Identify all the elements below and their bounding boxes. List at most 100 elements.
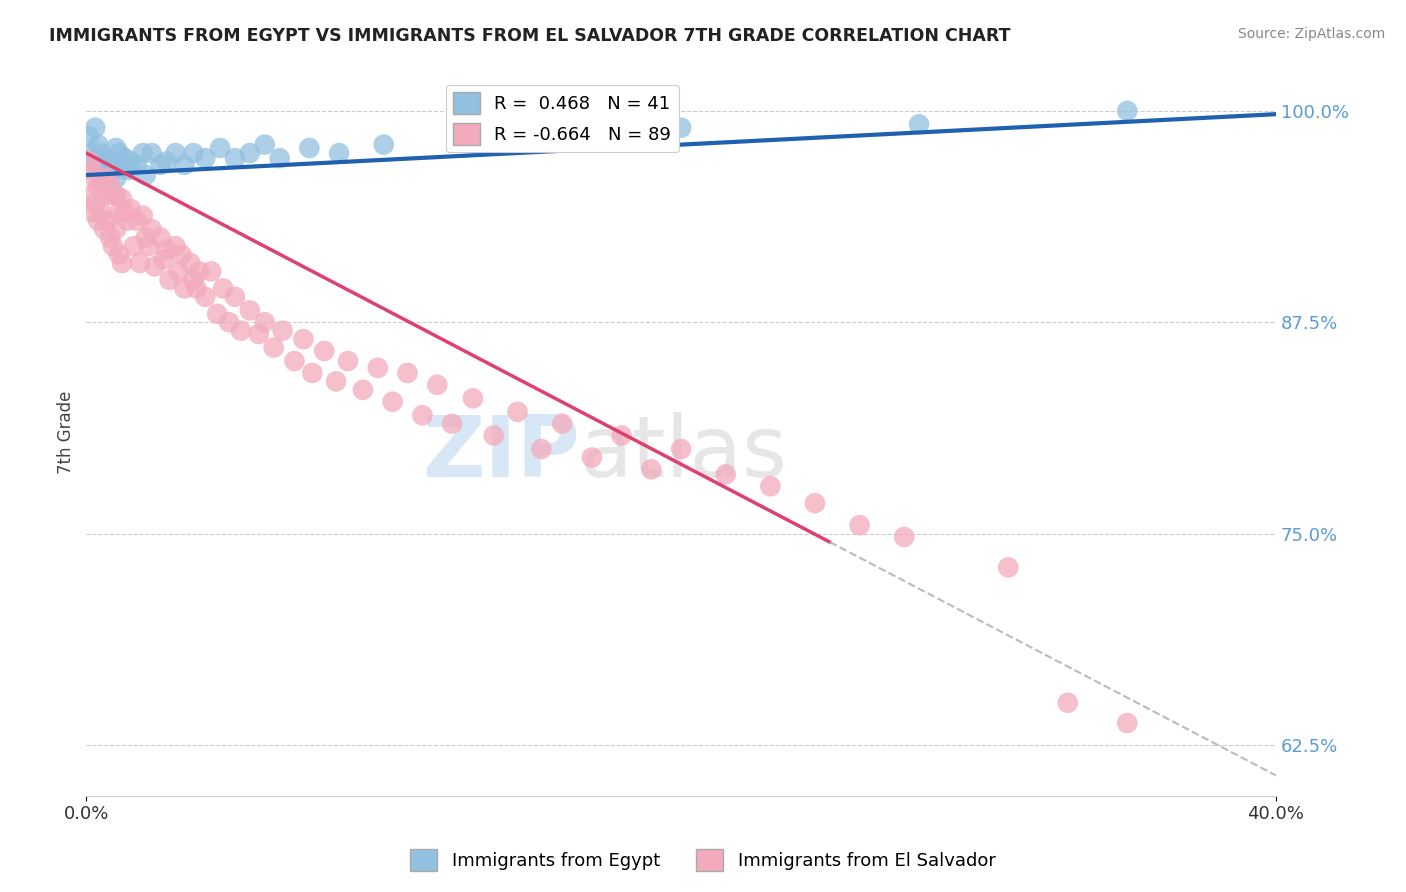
Point: [381, 394, 404, 409]
Point: [337, 354, 360, 368]
Point: [581, 450, 603, 465]
Point: [212, 281, 235, 295]
Point: [170, 247, 193, 261]
Point: [84, 171, 107, 186]
Point: [90, 205, 112, 219]
Point: [183, 146, 205, 161]
Point: [610, 428, 633, 442]
Point: [669, 120, 692, 135]
Point: [101, 163, 124, 178]
Point: [367, 360, 389, 375]
Point: [411, 409, 433, 423]
Point: [209, 141, 232, 155]
Point: [108, 247, 131, 261]
Point: [155, 243, 177, 257]
Point: [441, 417, 464, 431]
Point: [96, 213, 118, 227]
Point: [125, 158, 148, 172]
Point: [373, 137, 395, 152]
Point: [77, 129, 100, 144]
Point: [247, 326, 270, 341]
Point: [90, 146, 112, 161]
Point: [155, 154, 177, 169]
Point: [149, 158, 172, 172]
Point: [93, 188, 115, 202]
Point: [426, 377, 449, 392]
Text: Source: ZipAtlas.com: Source: ZipAtlas.com: [1237, 27, 1385, 41]
Point: [200, 264, 222, 278]
Point: [165, 146, 187, 161]
Point: [87, 163, 110, 178]
Point: [239, 303, 262, 318]
Point: [283, 354, 305, 368]
Point: [188, 264, 211, 278]
Point: [141, 146, 163, 161]
Point: [194, 151, 217, 165]
Point: [93, 222, 115, 236]
Point: [120, 154, 142, 169]
Point: [759, 479, 782, 493]
Point: [253, 137, 276, 152]
Point: [263, 341, 285, 355]
Point: [530, 442, 553, 456]
Legend: Immigrants from Egypt, Immigrants from El Salvador: Immigrants from Egypt, Immigrants from E…: [404, 842, 1002, 879]
Point: [352, 383, 374, 397]
Point: [111, 158, 134, 172]
Point: [98, 180, 121, 194]
Point: [93, 151, 115, 165]
Point: [84, 154, 107, 169]
Point: [135, 168, 157, 182]
Point: [253, 315, 276, 329]
Point: [90, 171, 112, 186]
Point: [893, 530, 915, 544]
Point: [111, 256, 134, 270]
Point: [183, 273, 205, 287]
Point: [271, 324, 294, 338]
Point: [122, 239, 145, 253]
Point: [96, 171, 118, 186]
Point: [82, 163, 104, 178]
Point: [98, 154, 121, 169]
Point: [125, 213, 148, 227]
Point: [149, 230, 172, 244]
Text: atlas: atlas: [581, 412, 787, 495]
Point: [128, 256, 150, 270]
Point: [105, 171, 128, 186]
Y-axis label: 7th Grade: 7th Grade: [58, 391, 75, 474]
Point: [84, 196, 107, 211]
Point: [90, 171, 112, 186]
Point: [186, 281, 208, 295]
Point: [96, 158, 118, 172]
Point: [84, 120, 107, 135]
Point: [669, 442, 692, 456]
Point: [101, 188, 124, 202]
Point: [87, 180, 110, 194]
Point: [314, 343, 336, 358]
Point: [292, 332, 315, 346]
Point: [179, 256, 201, 270]
Point: [997, 560, 1019, 574]
Point: [167, 264, 190, 278]
Point: [141, 222, 163, 236]
Point: [205, 307, 228, 321]
Point: [301, 366, 323, 380]
Point: [328, 146, 350, 161]
Point: [194, 290, 217, 304]
Point: [114, 205, 136, 219]
Point: [908, 117, 931, 131]
Point: [551, 417, 574, 431]
Point: [120, 202, 142, 216]
Text: IMMIGRANTS FROM EGYPT VS IMMIGRANTS FROM EL SALVADOR 7TH GRADE CORRELATION CHART: IMMIGRANTS FROM EGYPT VS IMMIGRANTS FROM…: [49, 27, 1011, 45]
Point: [117, 213, 139, 227]
Point: [396, 366, 419, 380]
Point: [105, 222, 128, 236]
Point: [77, 154, 100, 169]
Point: [804, 496, 827, 510]
Point: [105, 188, 128, 202]
Point: [482, 428, 505, 442]
Point: [1116, 103, 1139, 118]
Point: [105, 141, 128, 155]
Point: [165, 239, 187, 253]
Point: [159, 273, 181, 287]
Point: [224, 290, 246, 304]
